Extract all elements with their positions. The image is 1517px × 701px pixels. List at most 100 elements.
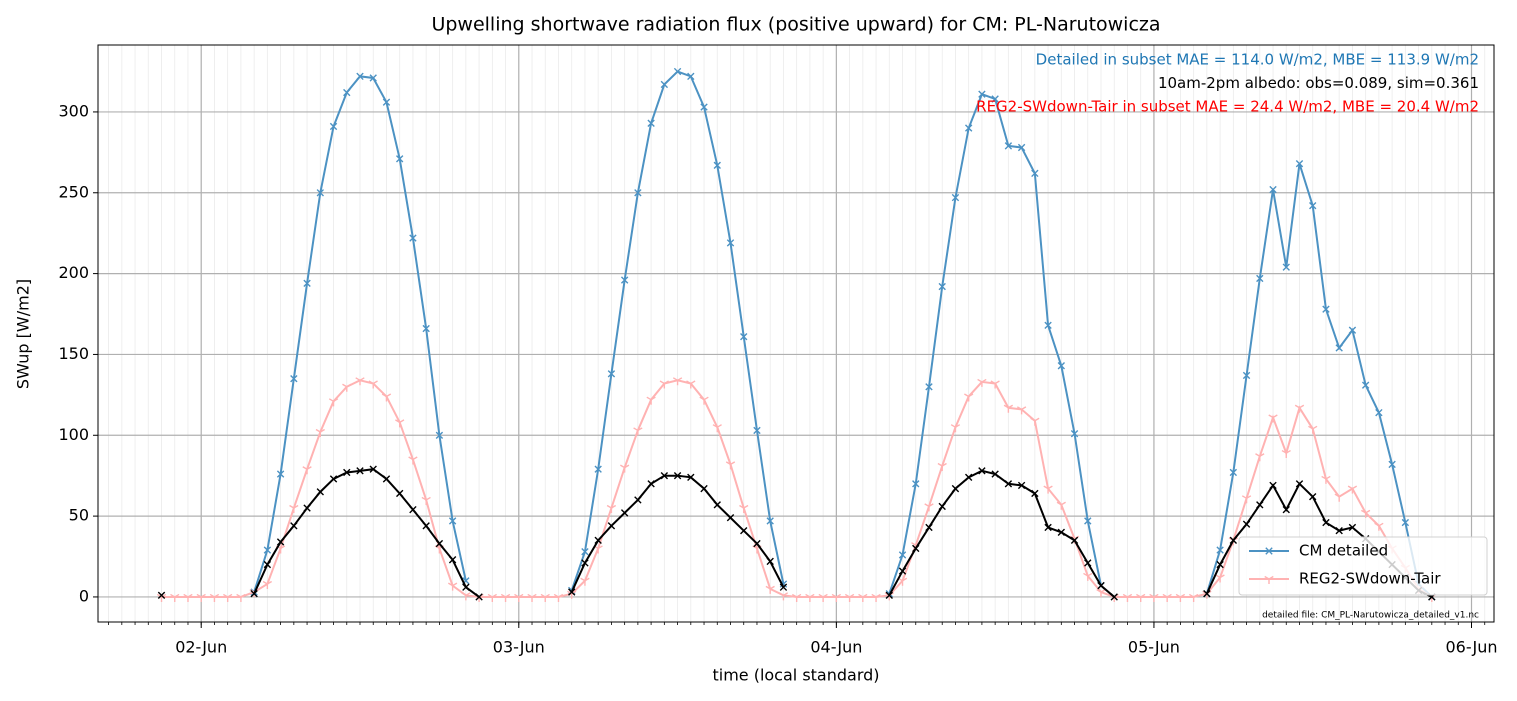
- marker: [396, 155, 404, 163]
- marker: [594, 465, 602, 473]
- marker: [368, 380, 378, 389]
- marker: [964, 393, 974, 402]
- marker: [1361, 381, 1370, 389]
- marker: [409, 234, 417, 242]
- x-tick-label: 04-Jun: [810, 638, 862, 657]
- marker: [343, 468, 351, 477]
- marker: [1229, 468, 1238, 477]
- marker: [1070, 429, 1079, 438]
- marker: [170, 593, 180, 602]
- marker: [858, 593, 868, 602]
- marker: [500, 593, 511, 602]
- marker: [396, 489, 404, 498]
- marker: [1256, 501, 1264, 509]
- y-axis-label: SWup [W/m2]: [14, 279, 33, 389]
- marker: [1309, 202, 1317, 210]
- marker: [421, 496, 431, 505]
- marker: [1294, 404, 1305, 413]
- marker: [1203, 590, 1211, 598]
- marker: [1004, 142, 1013, 150]
- marker: [937, 462, 947, 471]
- marker: [581, 547, 589, 556]
- marker: [435, 431, 444, 439]
- marker: [607, 522, 616, 530]
- marker: [250, 590, 258, 598]
- legend-marker: [1265, 547, 1273, 555]
- marker: [713, 161, 721, 169]
- marker: [740, 332, 748, 341]
- marker: [700, 103, 708, 111]
- marker: [553, 593, 564, 602]
- marker: [1269, 185, 1277, 194]
- marker: [753, 426, 761, 435]
- marker: [779, 583, 788, 591]
- annotation: REG2-SWdown-Tair in subset MAE = 24.4 W/…: [976, 98, 1479, 116]
- marker: [687, 473, 695, 481]
- marker: [1229, 536, 1238, 545]
- marker: [355, 377, 365, 386]
- marker: [1044, 321, 1052, 330]
- marker: [1309, 493, 1317, 501]
- marker: [408, 456, 418, 465]
- marker: [236, 593, 246, 602]
- marker: [1242, 371, 1251, 380]
- marker: [673, 67, 682, 76]
- marker: [646, 396, 656, 405]
- marker: [382, 475, 391, 483]
- marker: [1003, 404, 1014, 413]
- legend-label: REG2-SWdown-Tair: [1299, 570, 1441, 588]
- marker: [991, 470, 999, 478]
- marker: [461, 592, 471, 601]
- chart-title: Upwelling shortwave radiation flux (posi…: [431, 14, 1160, 36]
- marker: [792, 593, 802, 602]
- marker: [925, 523, 933, 532]
- marker: [938, 282, 946, 291]
- legend-marker: [1264, 575, 1274, 584]
- marker: [726, 239, 735, 247]
- marker: [818, 593, 828, 602]
- marker: [1017, 143, 1026, 152]
- marker: [647, 119, 655, 127]
- marker: [1110, 593, 1118, 601]
- marker: [1295, 159, 1304, 168]
- marker: [951, 484, 960, 493]
- marker: [659, 380, 669, 389]
- marker: [315, 428, 325, 438]
- marker: [369, 465, 377, 473]
- marker: [619, 464, 630, 473]
- y-tick-label: 250: [58, 182, 89, 201]
- marker: [1322, 518, 1330, 527]
- marker: [633, 427, 643, 436]
- marker: [1281, 449, 1291, 459]
- marker: [1256, 274, 1264, 283]
- marker: [606, 504, 617, 514]
- marker: [1149, 593, 1159, 602]
- marker: [1084, 517, 1092, 525]
- marker: [699, 396, 709, 405]
- marker: [157, 591, 166, 600]
- marker: [290, 374, 298, 383]
- marker: [1031, 489, 1039, 498]
- marker: [1188, 593, 1199, 602]
- marker: [713, 501, 721, 509]
- marker: [766, 517, 774, 525]
- marker: [462, 583, 470, 591]
- marker: [1057, 362, 1066, 370]
- marker: [925, 383, 933, 391]
- marker: [356, 467, 364, 475]
- marker: [951, 193, 960, 202]
- marker: [1215, 574, 1225, 583]
- marker: [514, 593, 524, 602]
- plot-area: 0 50 100 150 200 250 300 02-Jun 03-Jun 04-Jun 05-J…: [58, 45, 1498, 657]
- marker: [753, 539, 761, 548]
- marker: [660, 80, 669, 89]
- series-line: [253, 468, 480, 598]
- marker: [447, 582, 458, 591]
- marker: [990, 380, 1000, 389]
- marker: [1295, 480, 1304, 488]
- marker: [581, 559, 589, 567]
- y-tick-label: 50: [69, 506, 89, 525]
- marker: [1348, 326, 1357, 334]
- marker: [1388, 460, 1396, 469]
- annotation: Detailed in subset MAE = 114.0 W/m2, MBE…: [1036, 51, 1479, 69]
